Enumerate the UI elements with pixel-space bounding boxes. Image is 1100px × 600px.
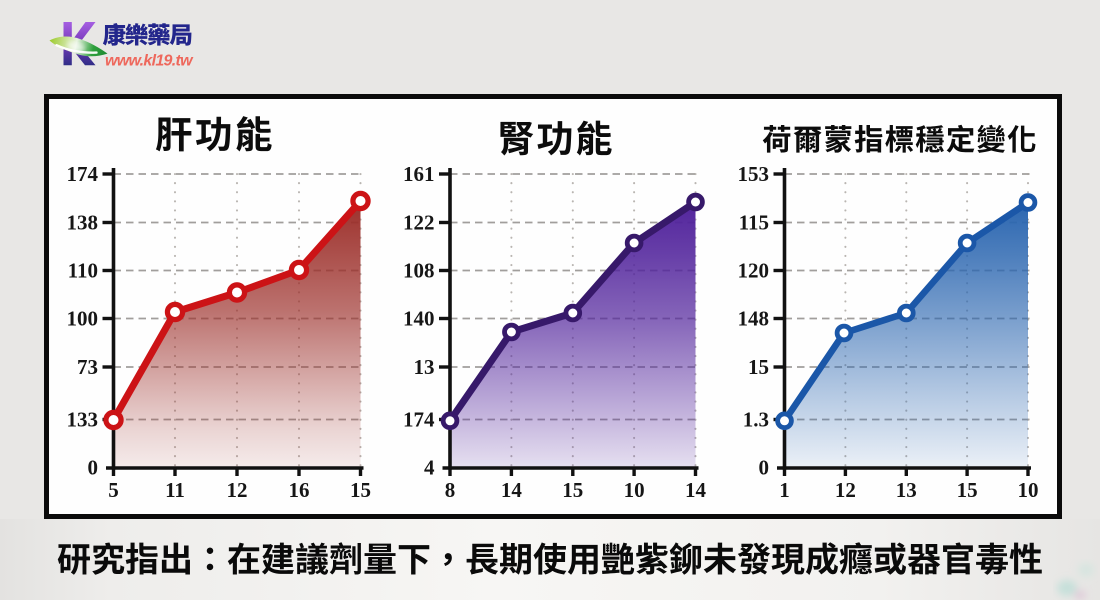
svg-text:1: 1 [779,478,790,502]
svg-text:138: 138 [67,210,99,234]
svg-text:122: 122 [403,210,435,234]
svg-text:120: 120 [738,258,770,282]
svg-text:14: 14 [685,478,707,502]
svg-text:10: 10 [1018,478,1039,502]
svg-text:174: 174 [67,162,99,186]
svg-text:133: 133 [67,407,99,431]
svg-text:16: 16 [289,478,310,502]
svg-text:15: 15 [350,478,371,502]
svg-text:1.3: 1.3 [743,407,769,431]
svg-text:15: 15 [562,478,583,502]
svg-text:www.kl19.tw: www.kl19.tw [105,53,194,70]
svg-text:153: 153 [738,162,770,186]
svg-text:8: 8 [445,478,456,502]
svg-text:0: 0 [88,455,99,479]
svg-text:10: 10 [624,478,645,502]
svg-text:110: 110 [68,258,98,282]
svg-text:73: 73 [77,355,98,379]
svg-text:13: 13 [896,478,917,502]
svg-text:11: 11 [165,478,185,502]
svg-text:161: 161 [403,162,435,186]
svg-text:115: 115 [739,210,769,234]
svg-text:13: 13 [414,355,435,379]
svg-text:15: 15 [957,478,978,502]
svg-text:140: 140 [403,306,435,330]
svg-text:108: 108 [403,258,435,282]
svg-text:4: 4 [424,455,435,479]
svg-text:174: 174 [403,407,435,431]
svg-text:12: 12 [227,478,248,502]
svg-text:12: 12 [835,478,856,502]
svg-text:14: 14 [501,478,523,502]
svg-text:5: 5 [108,478,119,502]
svg-text:148: 148 [738,306,770,330]
svg-text:0: 0 [759,455,770,479]
svg-text:100: 100 [67,306,99,330]
svg-text:15: 15 [748,355,769,379]
